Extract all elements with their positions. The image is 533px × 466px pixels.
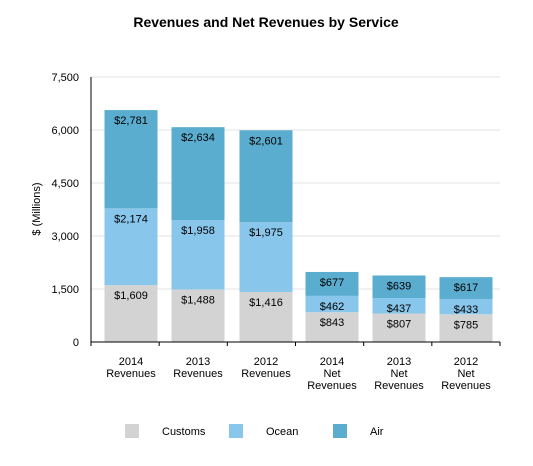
y-tick-label: 4,500	[51, 178, 79, 190]
y-tick-label: 3,000	[51, 231, 79, 243]
bar-customs	[372, 313, 426, 342]
legend-swatch-ocean	[229, 424, 243, 438]
x-category-label: 2013 Revenues	[173, 356, 223, 380]
data-label: $1,416	[249, 297, 283, 309]
bars	[104, 110, 493, 342]
y-tick-labels: 0 1,500 3,000 4,500 6,000 7,500	[51, 72, 79, 349]
data-label: $437	[387, 303, 411, 315]
data-label: $1,488	[181, 294, 215, 306]
bar-customs	[239, 291, 293, 342]
bar-customs	[305, 312, 359, 342]
data-label: $617	[454, 282, 478, 294]
data-label: $1,958	[181, 225, 215, 237]
data-label: $807	[387, 318, 411, 330]
grid-lines	[91, 76, 500, 290]
x-category-label: 2012 Net Revenues	[441, 356, 491, 392]
x-category-labels: 2014 Revenues 2013 Revenues 2012 Revenues 2014…	[106, 356, 491, 392]
y-tick-label: 0	[73, 337, 79, 349]
data-label: $785	[454, 319, 478, 331]
chart-title: Revenues and Net Revenues by Service	[133, 14, 399, 30]
legend-label: Customs	[162, 426, 206, 438]
bar-air	[439, 277, 493, 299]
bar-customs	[104, 285, 158, 342]
legend-label: Air	[370, 426, 384, 438]
legend-swatch-air	[333, 424, 347, 438]
legend: Customs Ocean Air	[125, 424, 384, 438]
bar-ocean	[104, 208, 158, 286]
data-label: $2,174	[114, 213, 148, 225]
x-category-label: 2014 Net Revenues	[307, 356, 357, 392]
data-label: $843	[320, 317, 344, 329]
y-tick-label: 1,500	[51, 284, 79, 296]
bar-air	[372, 275, 426, 299]
bar-air	[171, 127, 225, 221]
data-label: $2,601	[249, 135, 283, 147]
x-category-label: 2013 Net Revenues	[374, 356, 424, 392]
data-label: $1,975	[249, 227, 283, 239]
data-label: $2,634	[181, 132, 215, 144]
bar-ocean	[439, 298, 493, 315]
bar-customs	[171, 289, 225, 342]
data-label: $639	[387, 280, 411, 292]
data-label: $433	[454, 304, 478, 316]
bar-air	[239, 130, 293, 223]
y-axis-label: $ (Millions)	[31, 182, 43, 235]
x-category-label: 2014 Revenues	[106, 356, 156, 380]
x-category-label: 2012 Revenues	[241, 356, 291, 380]
data-label: $1,609	[114, 290, 148, 302]
value-labels: $1,609 $2,174 $2,781 $1,488 $1,958 $2,634 $1,4…	[114, 115, 478, 331]
bar-ocean	[372, 298, 426, 314]
bar-air	[305, 271, 359, 296]
data-label: $677	[320, 277, 344, 289]
y-tick-label: 7,500	[51, 72, 79, 84]
data-label: $2,781	[114, 115, 148, 127]
axes	[90, 77, 501, 346]
bar-customs	[439, 314, 493, 342]
bar-ocean	[239, 222, 293, 292]
legend-label: Ocean	[266, 426, 298, 438]
bar-ocean	[171, 220, 225, 290]
legend-swatch-customs	[125, 424, 139, 438]
bar-ocean	[305, 295, 359, 313]
y-tick-label: 6,000	[51, 125, 79, 137]
data-label: $462	[320, 301, 344, 313]
bar-air	[104, 110, 158, 209]
